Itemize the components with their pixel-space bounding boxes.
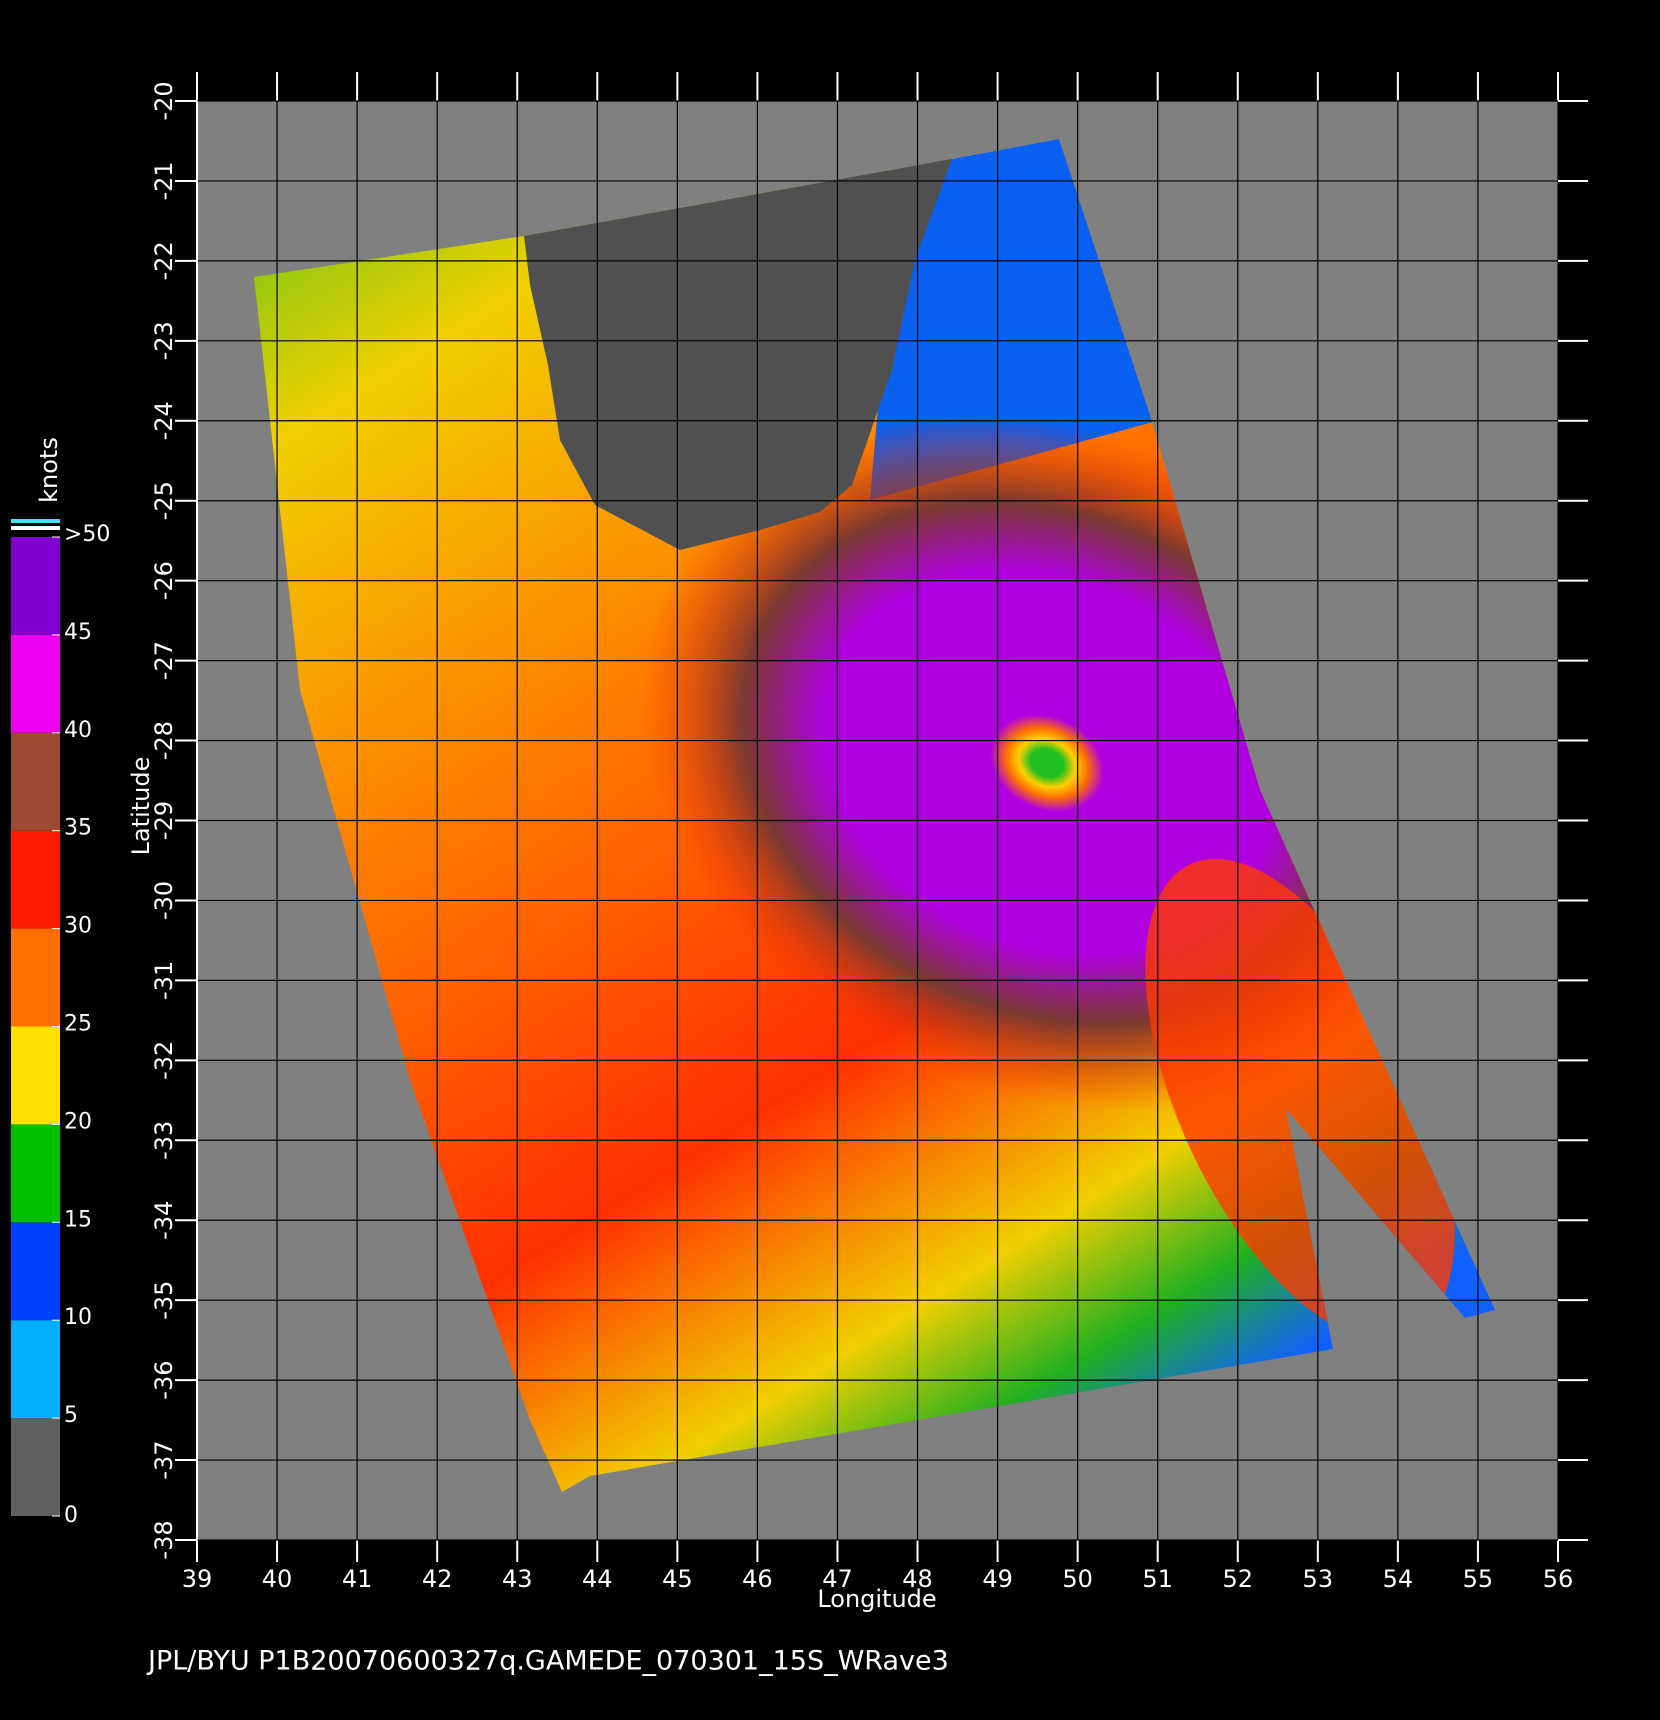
colorbar-band <box>11 634 60 733</box>
colorbar-tick-label: >50 <box>64 522 110 547</box>
x-tick-label: 46 <box>742 1565 773 1593</box>
y-tick-label: -24 <box>150 401 178 440</box>
land-madagascar <box>524 159 952 550</box>
x-tick-label: 41 <box>342 1565 373 1593</box>
y-tick-label: -22 <box>150 241 178 280</box>
colorbar-band <box>11 1222 60 1321</box>
colorbar-tick-label: 10 <box>64 1305 92 1330</box>
colorbar-tick-label: 40 <box>64 718 92 743</box>
x-tick-label: 43 <box>502 1565 533 1593</box>
y-tick-label: -31 <box>150 961 178 1000</box>
y-tick-label: -32 <box>150 1041 178 1080</box>
colorbar-overflow <box>11 526 60 530</box>
y-axis-label: Latitude <box>127 757 155 856</box>
x-tick-label: 51 <box>1142 1565 1173 1593</box>
colorbar-band <box>11 928 60 1027</box>
x-tick-label: 45 <box>662 1565 693 1593</box>
y-tick-label: -23 <box>150 321 178 360</box>
colorbar-tick-label: 15 <box>64 1207 92 1232</box>
x-axis-label: Longitude <box>817 1585 936 1613</box>
colorbar-tick-label: 0 <box>64 1503 78 1528</box>
y-tick-label: -34 <box>150 1201 178 1240</box>
colorbar-tick-label: 30 <box>64 914 92 939</box>
y-tick-label: -38 <box>150 1520 178 1559</box>
colorbar-band <box>11 732 60 831</box>
x-tick-label: 40 <box>262 1565 293 1593</box>
colorbar-label: knots <box>35 437 63 503</box>
colorbar-tick-label: 25 <box>64 1012 92 1037</box>
colorbar-tick-label: 5 <box>64 1403 78 1428</box>
colorbar-tick-label: 45 <box>64 620 92 645</box>
y-tick-label: -28 <box>150 721 178 760</box>
x-tick-label: 53 <box>1303 1565 1334 1593</box>
x-tick-label: 39 <box>182 1565 213 1593</box>
y-tick-label: -36 <box>150 1361 178 1400</box>
y-tick-label: -30 <box>150 881 178 920</box>
y-tick-label: -29 <box>150 801 178 840</box>
y-tick-label: -26 <box>150 561 178 600</box>
y-tick-label: -33 <box>150 1121 178 1160</box>
x-tick-label: 55 <box>1463 1565 1494 1593</box>
x-tick-label: 52 <box>1222 1565 1253 1593</box>
x-tick-label: 56 <box>1543 1565 1574 1593</box>
x-tick-label: 47 <box>822 1565 853 1593</box>
y-tick-label: -21 <box>150 161 178 200</box>
y-tick-label: -25 <box>150 481 178 520</box>
y-tick-label: -37 <box>150 1440 178 1479</box>
colorbar-tick-label: 35 <box>64 816 92 841</box>
x-tick-label: 44 <box>582 1565 613 1593</box>
colorbar-band <box>11 830 60 929</box>
x-tick-label: 48 <box>902 1565 933 1593</box>
x-tick-label: 49 <box>982 1565 1013 1593</box>
footer-title: JPL/BYU P1B20070600327q.GAMEDE_070301_15… <box>146 1646 949 1677</box>
y-tick-label: -35 <box>150 1281 178 1320</box>
colorbar-band <box>11 537 60 635</box>
colorbar-band <box>11 1320 60 1419</box>
x-tick-label: 54 <box>1383 1565 1414 1593</box>
y-tick-label: -27 <box>150 641 178 680</box>
colorbar-overflow <box>11 519 60 523</box>
y-tick-label: -20 <box>150 81 178 120</box>
colorbar-tick-label: 20 <box>64 1109 92 1134</box>
colorbar-band <box>11 1124 60 1223</box>
x-tick-label: 42 <box>422 1565 453 1593</box>
colorbar-band <box>11 1418 60 1516</box>
x-tick-label: 50 <box>1062 1565 1093 1593</box>
colorbar-band <box>11 1026 60 1125</box>
